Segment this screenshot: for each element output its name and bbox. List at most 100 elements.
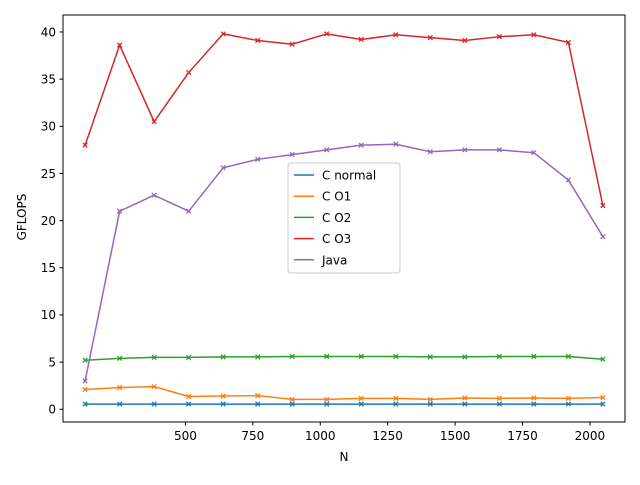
x-tick-label: 2000 [575,429,606,443]
data-point [565,395,572,402]
data-point [427,354,433,360]
data-point [151,354,157,361]
legend-box [287,162,401,274]
data-point [82,378,88,384]
data-point [151,383,157,390]
axes-frame [62,14,626,423]
series-java [82,141,606,384]
data-point [289,41,295,47]
data-point [116,42,123,48]
x-axis-ticks: 500 750 1000 1250 1500 1750 2000 [174,422,605,443]
legend-item: C O1 [294,190,351,204]
legend: C normal C O1 C O2 C O3 Java [287,162,401,274]
series-c-o3 [82,31,606,209]
series-line [84,143,604,382]
x-tick-label: 750 [241,429,264,443]
data-point [358,395,364,402]
data-point [565,353,572,360]
data-point [186,354,192,361]
data-point [393,141,399,147]
data-point [116,401,123,407]
data-point [462,37,468,44]
x-tick-label: 1500 [440,429,471,443]
legend-item: Java [294,253,347,267]
data-point [565,401,572,407]
data-point [220,31,226,37]
data-point [116,208,123,214]
data-point [324,401,330,407]
data-point [531,395,537,401]
y-tick-label: 40 [41,25,56,39]
y-tick-label: 30 [41,120,56,134]
series-c-o1 [82,383,606,403]
x-tick-label: 1250 [372,429,403,443]
data-point [496,147,502,153]
data-point [324,396,330,403]
data-point [151,118,157,125]
data-point [462,354,468,360]
data-point [462,147,468,153]
data-point [496,395,502,402]
data-point [255,37,261,44]
data-point [393,353,399,360]
x-tick-label: 1750 [507,429,538,443]
data-point [289,396,295,403]
data-point [427,401,433,407]
data-point [358,401,364,407]
data-point [531,32,537,38]
y-tick-label: 10 [41,308,56,322]
data-point [116,384,123,391]
y-tick-label: 20 [41,214,56,228]
data-point [289,353,295,360]
series-c-normal [82,401,606,407]
data-point [324,353,330,360]
data-point [496,353,502,360]
data-point [496,401,502,407]
y-tick-label: 35 [41,72,56,86]
y-tick-label: 0 [48,403,56,417]
data-point [600,401,606,407]
data-point [116,355,123,361]
x-tick-label: 500 [174,429,197,443]
data-point [324,147,330,153]
data-point [324,31,330,37]
data-point [393,395,399,402]
data-point [220,354,226,360]
series-line [84,33,604,206]
series-line [85,355,603,361]
data-point [600,233,606,240]
data-point [186,401,192,407]
data-point [220,401,226,407]
data-point [600,394,606,401]
data-point [289,401,295,407]
x-axis-label: N [340,450,349,464]
data-point [255,401,261,407]
data-point [600,356,606,362]
legend-item: C O3 [294,232,351,246]
data-point [531,353,537,360]
data-point [220,393,226,399]
data-point [186,393,192,400]
data-point [565,39,572,46]
data-point [82,142,88,148]
y-axis-ticks: 0 5 10 15 20 25 30 35 40 [41,25,63,417]
x-tick-label: 1000 [305,429,336,443]
data-point [427,396,433,403]
data-point [427,34,433,41]
data-point [358,142,364,148]
y-tick-label: 15 [41,261,56,275]
data-point [82,386,88,393]
series-c-o2 [82,353,606,363]
y-axis-label: GFLOPS [15,194,29,241]
data-point [531,401,537,407]
data-point [151,192,157,198]
data-point [600,202,606,209]
data-point [82,357,88,363]
data-point [565,177,572,183]
data-point [393,401,399,407]
series-layer [82,31,606,407]
data-point [427,149,433,155]
legend-label: C O2 [322,211,351,225]
data-point [393,32,399,38]
